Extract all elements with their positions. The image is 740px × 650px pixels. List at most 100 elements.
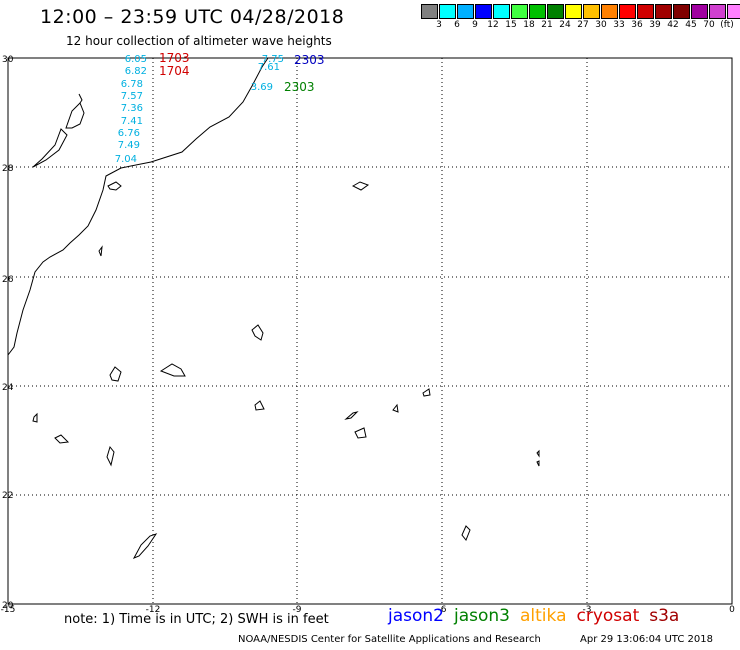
legend-labels: 3 6 9 12 15 18 21 24 27 30 33 36 39 42 45 70 (ft) (421, 19, 740, 33)
legend-swatch (637, 4, 654, 19)
legend-label: 39 (649, 20, 661, 30)
wave-height-label: 6.05 (125, 54, 147, 65)
lat-label: 20 (2, 601, 14, 611)
wave-height-label: 7.04 (115, 154, 137, 165)
wave-height-label: 6.76 (118, 128, 140, 139)
legend-label: (ft) (720, 20, 734, 30)
legend-label: 15 (505, 20, 517, 30)
footer-note: note: 1) Time is in UTC; 2) SWH is in fe… (64, 612, 329, 627)
coastlines (7, 57, 540, 559)
islet (422, 388, 431, 397)
lon-label: -15 (1, 605, 16, 615)
lat-label: 30 (2, 55, 14, 65)
legend-swatch (583, 4, 600, 19)
legend-swatch (565, 4, 582, 19)
legend-label: 33 (613, 20, 625, 30)
legend-label: 42 (667, 20, 679, 30)
wave-height-label: 7.49 (118, 140, 140, 151)
wave-height-label: 7.61 (258, 62, 280, 73)
legend-swatch (475, 4, 492, 19)
islet (109, 366, 122, 382)
wave-height-label: 7.57 (121, 91, 143, 102)
islet (132, 533, 158, 559)
legend-swatch (709, 4, 726, 19)
islet (107, 181, 122, 191)
islet (98, 245, 103, 257)
footer-timestamp: Apr 29 13:06:04 UTC 2018 (580, 634, 713, 645)
wave-height-label: 7.41 (121, 116, 143, 127)
islet (32, 412, 38, 423)
legend-swatches (421, 4, 740, 19)
islet (78, 93, 83, 104)
islet (54, 434, 70, 444)
lat-label: 22 (2, 491, 13, 501)
satellite-label-jason2: jason2 (388, 606, 444, 626)
footer-credit: NOAA/NESDIS Center for Satellite Applica… (238, 634, 541, 645)
legend-label: 21 (541, 20, 553, 30)
islet (159, 363, 186, 377)
legend-label: 36 (631, 20, 643, 30)
obs-time-label: 1703 (159, 51, 190, 65)
satellite-label-jason3: jason3 (454, 606, 510, 626)
legend-swatch (691, 4, 708, 19)
legend-label: 27 (577, 20, 589, 30)
lanzarote-island (65, 102, 85, 129)
islet (344, 411, 359, 420)
satellite-legend: jason2 jason3 altika cryosat s3a (388, 606, 679, 626)
legend-swatch (673, 4, 690, 19)
legend-label: 24 (559, 20, 571, 30)
islet (106, 445, 115, 467)
islet (536, 449, 540, 458)
wave-height-label: 6.82 (125, 66, 147, 77)
legend-swatch (493, 4, 510, 19)
legend-label: 3 (436, 20, 442, 30)
lon-label: -12 (146, 605, 161, 615)
wave-height-label: 6.78 (121, 79, 143, 90)
legend-swatch (727, 4, 740, 19)
islet (354, 427, 367, 439)
africa-coastline (7, 57, 269, 356)
wave-height-label: 3.69 (251, 82, 273, 93)
fuerteventura-island (32, 128, 68, 168)
obs-time-label: 2303 (294, 53, 325, 67)
legend-label: 6 (454, 20, 460, 30)
legend-label: 12 (487, 20, 499, 30)
lon-label: 0 (729, 605, 735, 615)
map-frame (7, 57, 733, 605)
islet (536, 460, 540, 467)
obs-time-label: 2303 (284, 80, 315, 94)
legend-swatch (529, 4, 546, 19)
map-title: 12:00 – 23:59 UTC 04/28/2018 (40, 6, 345, 28)
lon-label: -9 (293, 605, 302, 615)
map-subtitle: 12 hour collection of altimeter wave hei… (66, 34, 332, 48)
legend-label: 18 (523, 20, 535, 30)
legend-swatch (457, 4, 474, 19)
islet (351, 181, 370, 191)
legend-label: 9 (472, 20, 478, 30)
islet (461, 525, 471, 541)
legend-label: 30 (595, 20, 607, 30)
lon-label: -3 (583, 605, 592, 615)
legend-swatch (511, 4, 528, 19)
legend-swatch (547, 4, 564, 19)
map-grid (8, 58, 732, 604)
islet (251, 324, 264, 341)
legend-swatch (655, 4, 672, 19)
lat-label: 24 (2, 383, 14, 393)
legend-swatch (619, 4, 636, 19)
obs-time-label: 1704 (159, 64, 190, 78)
satellite-label-s3a: s3a (649, 606, 680, 626)
islet (254, 400, 265, 411)
wave-height-label: 7.36 (121, 103, 143, 114)
wave-height-label: 7.75 (262, 54, 284, 65)
legend-swatch (601, 4, 618, 19)
legend-swatch (439, 4, 456, 19)
lat-label: 26 (2, 275, 14, 285)
legend-label: 70 (703, 20, 715, 30)
satellite-label-altika: altika (520, 606, 567, 626)
color-legend: 3 6 9 12 15 18 21 24 27 30 33 36 39 42 45 70 (ft) (421, 4, 740, 33)
lon-label: -6 (438, 605, 447, 615)
legend-swatch (421, 4, 438, 19)
islet (392, 403, 399, 413)
